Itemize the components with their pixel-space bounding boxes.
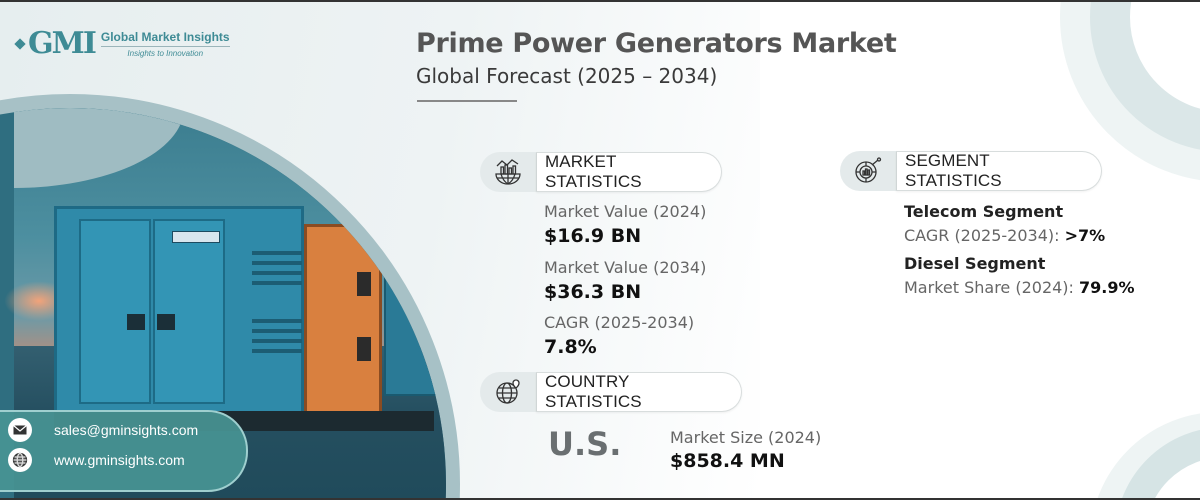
globe-icon: [8, 448, 32, 472]
country-name: U.S.: [548, 425, 622, 463]
stat-value: $858.4 MN: [670, 450, 785, 472]
email-contact[interactable]: sales@gminsights.com: [8, 418, 198, 442]
section-title: MARKET STATISTICS: [545, 152, 642, 191]
brand-tagline: Insights to Innovation: [127, 48, 204, 58]
segment-title: Diesel Segment: [904, 254, 1046, 273]
stat-label: CAGR (2025-2034): [544, 313, 695, 332]
stat-label: Market Value (2024): [544, 202, 707, 221]
gmi-logo: GMI Global Market Insights Insights to I…: [14, 26, 230, 61]
email-link[interactable]: sales@gminsights.com: [54, 422, 199, 438]
brand-name: Global Market Insights: [100, 30, 230, 47]
diamond-icon: [14, 37, 26, 50]
generator-orange-panel: [304, 224, 382, 414]
market-statistics-header: MARKET STATISTICS: [480, 152, 722, 192]
chart-globe-icon: [495, 159, 521, 185]
contact-panel: sales@gminsights.com www.gminsights.com: [0, 410, 248, 492]
stat-label: Market Value (2034): [544, 258, 707, 277]
globe-pin-icon: [496, 379, 520, 404]
stat-value: 7.8%: [544, 336, 597, 358]
page-title: Prime Power Generators Market: [416, 28, 897, 59]
logo-mark: GMI: [14, 26, 97, 61]
generator-background-unit: [384, 246, 444, 396]
stat-label: Market Size (2024): [670, 428, 822, 447]
envelope-icon: [8, 418, 32, 442]
segment-metric: Market Share (2024): 79.9%: [904, 278, 1135, 297]
segment-title: Telecom Segment: [904, 202, 1064, 221]
section-title: SEGMENT STATISTICS: [905, 151, 1002, 190]
website-contact[interactable]: www.gminsights.com: [8, 448, 185, 472]
segment-metric: CAGR (2025-2034): >7%: [904, 226, 1106, 245]
stat-value: $36.3 BN: [544, 281, 642, 303]
section-title: COUNTRY STATISTICS: [545, 372, 642, 411]
title-divider: [417, 100, 517, 102]
page-subtitle: Global Forecast (2025 – 2034): [416, 64, 718, 88]
segment-statistics-header: SEGMENT STATISTICS: [840, 151, 1102, 191]
segment-value: 79.9%: [1079, 278, 1135, 297]
stat-value: $16.9 BN: [544, 225, 642, 247]
pie-chart-target-icon: [855, 157, 882, 183]
generator-container: [54, 206, 304, 416]
country-statistics-header: COUNTRY STATISTICS: [480, 372, 742, 412]
generator-illustration: [54, 206, 444, 431]
segment-value: >7%: [1064, 226, 1106, 245]
website-link[interactable]: www.gminsights.com: [54, 452, 185, 468]
generator-badge: [172, 231, 220, 243]
